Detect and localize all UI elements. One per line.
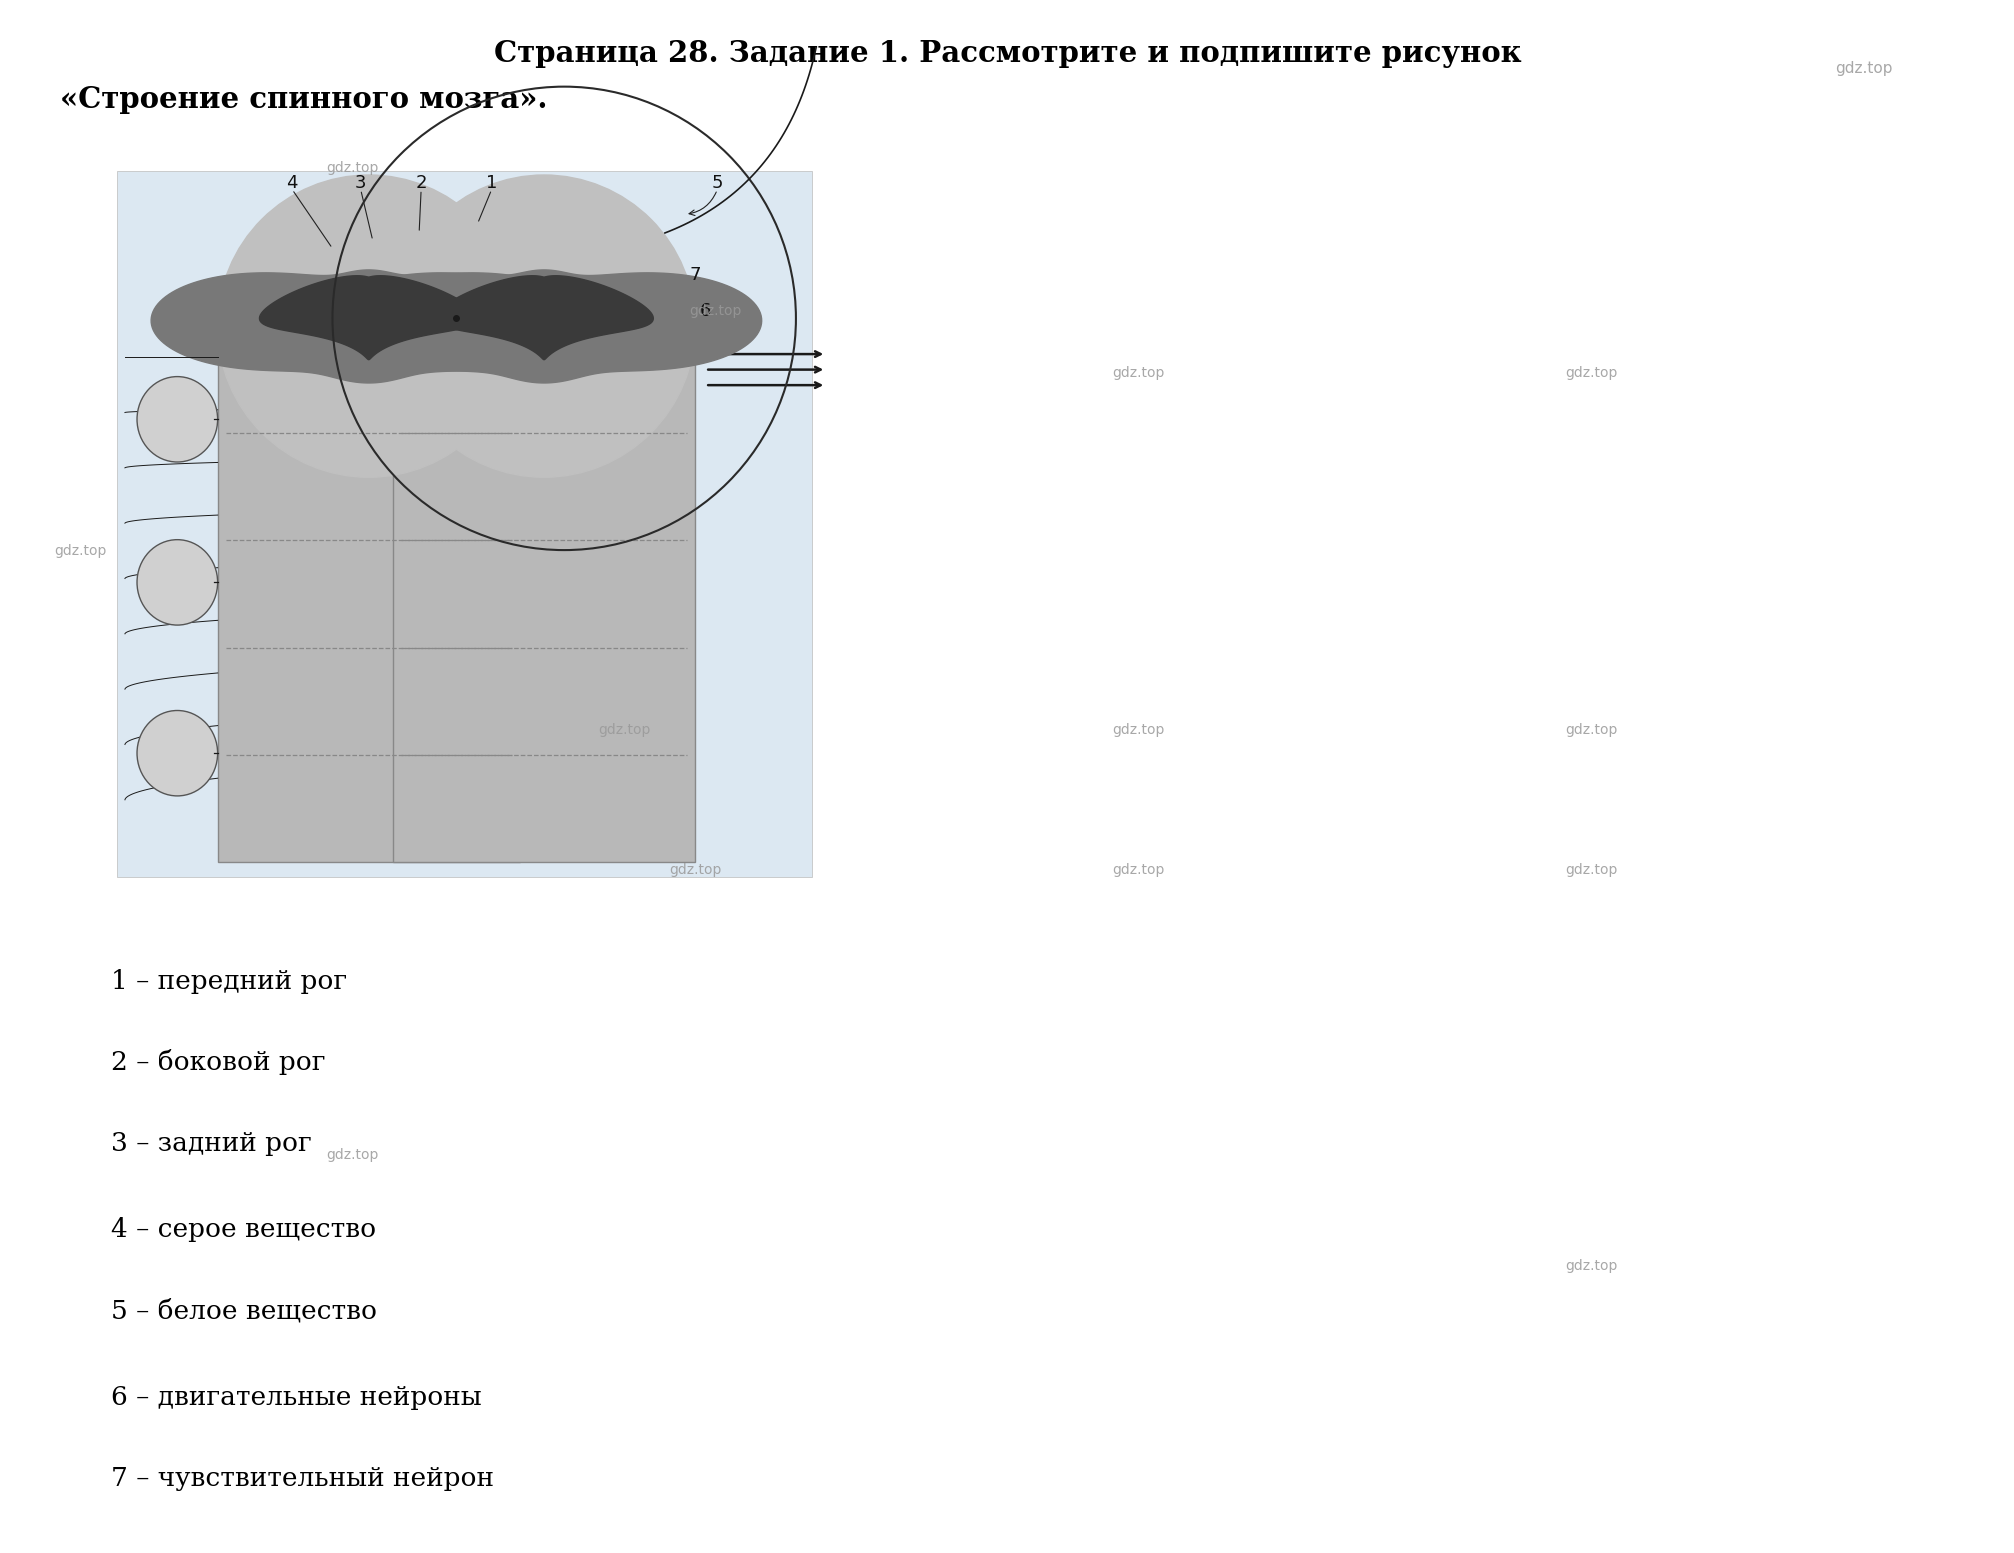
Polygon shape (260, 276, 477, 360)
Text: 2 – боковой рог: 2 – боковой рог (111, 1050, 324, 1075)
Text: 3 – задний рог: 3 – задний рог (111, 1131, 312, 1155)
Text: gdz.top: gdz.top (689, 303, 741, 318)
Text: 4 – серое вещество: 4 – серое вещество (111, 1218, 377, 1242)
Text: gdz.top: gdz.top (669, 862, 721, 877)
Ellipse shape (137, 377, 218, 463)
Ellipse shape (393, 175, 695, 477)
Text: 4: 4 (286, 174, 298, 193)
Text: 6 – двигательные нейроны: 6 – двигательные нейроны (111, 1385, 481, 1410)
Polygon shape (151, 270, 586, 384)
Text: «Строение спинного мозга».: «Строение спинного мозга». (60, 85, 548, 115)
Text: Страница 28. Задание 1. Рассмотрите и подпишите рисунок: Страница 28. Задание 1. Рассмотрите и по… (493, 39, 1521, 68)
Text: gdz.top: gdz.top (598, 722, 651, 738)
FancyBboxPatch shape (393, 326, 695, 862)
Text: 7: 7 (689, 266, 701, 284)
FancyBboxPatch shape (117, 171, 812, 877)
Text: gdz.top: gdz.top (326, 1148, 379, 1163)
Text: gdz.top: gdz.top (1565, 365, 1617, 380)
Text: 1 – передний рог: 1 – передний рог (111, 969, 346, 994)
Text: 6: 6 (699, 301, 711, 320)
Text: 1: 1 (485, 174, 497, 193)
Text: 2: 2 (415, 174, 427, 193)
Ellipse shape (137, 711, 218, 795)
Text: 7 – чувствительный нейрон: 7 – чувствительный нейрон (111, 1466, 493, 1491)
Text: gdz.top: gdz.top (1112, 862, 1164, 877)
Text: gdz.top: gdz.top (1565, 1258, 1617, 1273)
Text: 5: 5 (711, 174, 723, 193)
Polygon shape (435, 276, 653, 360)
Text: gdz.top: gdz.top (54, 544, 107, 559)
FancyBboxPatch shape (218, 326, 520, 862)
Ellipse shape (137, 540, 218, 624)
Ellipse shape (218, 175, 520, 477)
Text: gdz.top: gdz.top (1565, 722, 1617, 738)
Text: gdz.top: gdz.top (1835, 61, 1891, 76)
Text: 3: 3 (354, 174, 367, 193)
Text: gdz.top: gdz.top (1112, 722, 1164, 738)
Polygon shape (326, 270, 761, 384)
Text: 5 – белое вещество: 5 – белое вещество (111, 1298, 377, 1323)
Text: gdz.top: gdz.top (1112, 365, 1164, 380)
Text: gdz.top: gdz.top (1565, 862, 1617, 877)
Text: gdz.top: gdz.top (326, 160, 379, 175)
